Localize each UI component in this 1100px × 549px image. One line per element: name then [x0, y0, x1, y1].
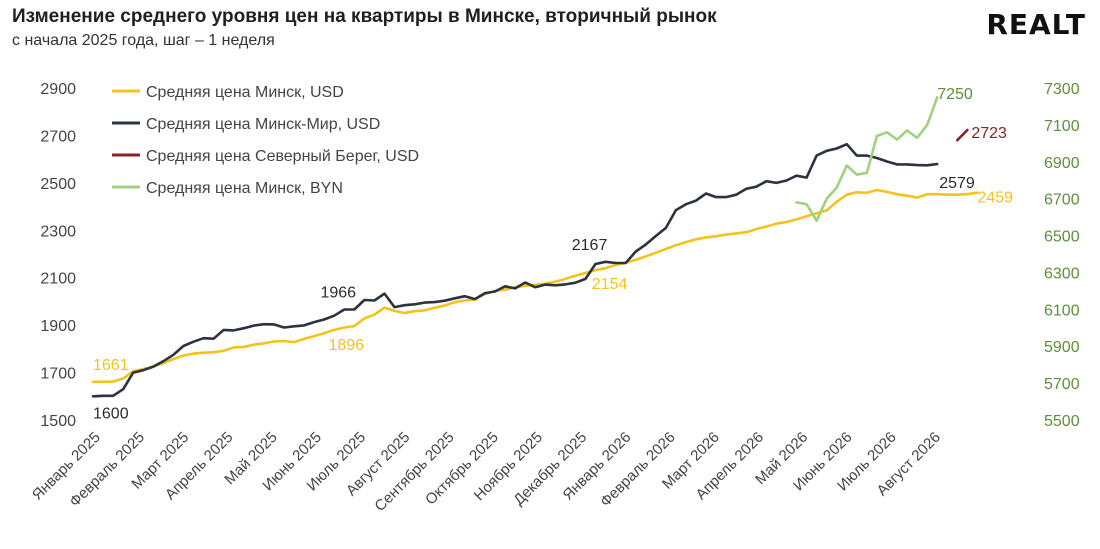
realt-logo: REALT	[986, 8, 1086, 41]
y-right-tick-label: 5700	[1044, 376, 1080, 393]
y-right-tick-label: 6500	[1044, 229, 1080, 246]
y-left-tick-label: 2300	[40, 223, 76, 240]
y-right-tick-label: 6100	[1044, 302, 1080, 319]
legend-label: Средняя цена Северный Берег, USD	[146, 148, 419, 165]
legend-label: Средняя цена Минск, USD	[146, 84, 344, 101]
data-label: 1661	[93, 357, 129, 374]
y-right-tick-label: 7100	[1044, 118, 1080, 135]
data-label: 2579	[939, 175, 975, 192]
y-right-tick-label: 5900	[1044, 339, 1080, 356]
data-label: 2723	[971, 125, 1007, 142]
y-right-tick-label: 5500	[1044, 413, 1080, 430]
data-label: 2167	[572, 237, 608, 254]
x-tick-label: Сентябрь 2025	[371, 429, 457, 515]
series-line	[91, 188, 979, 384]
data-label: 7250	[937, 86, 973, 103]
y-left-tick-label: 2700	[40, 128, 76, 145]
data-label: 1600	[93, 405, 129, 422]
y-right-tick-label: 7300	[1044, 81, 1080, 98]
y-left-tick-label: 1500	[40, 413, 76, 430]
y-left-tick-label: 2900	[40, 81, 76, 98]
y-right-tick-label: 6300	[1044, 265, 1080, 282]
y-left-tick-label: 1700	[40, 366, 76, 383]
y-left-tick-label: 1900	[40, 318, 76, 335]
y-left-tick-label: 2100	[40, 271, 76, 288]
chart-title: Изменение среднего уровня цен на квартир…	[12, 6, 717, 27]
series-line	[955, 128, 969, 142]
y-right-tick-label: 6700	[1044, 192, 1080, 209]
y-left-tick-label: 2500	[40, 176, 76, 193]
data-label: 2459	[977, 190, 1013, 207]
legend-label: Средняя цена Минск-Мир, USD	[146, 116, 380, 133]
y-right-tick-label: 6900	[1044, 155, 1080, 172]
chart-subtitle: с начала 2025 года, шаг – 1 неделя	[12, 32, 275, 49]
data-label: 1966	[320, 284, 356, 301]
series-line	[91, 142, 939, 398]
data-label: 1896	[329, 337, 365, 354]
series-line	[795, 95, 939, 223]
legend-label: Средняя цена Минск, BYN	[146, 180, 343, 197]
data-label: 2154	[592, 276, 628, 293]
